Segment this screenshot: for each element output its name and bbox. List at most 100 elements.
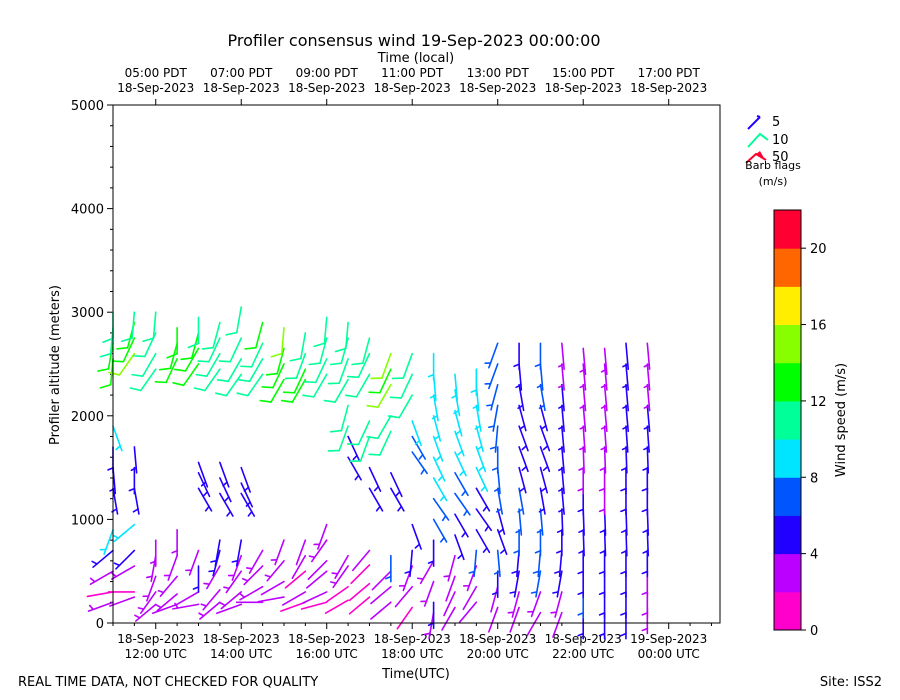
barb-half-feather	[174, 602, 179, 609]
barb-full-feather	[334, 347, 347, 353]
barb-full-feather	[280, 399, 294, 403]
barb-half-feather	[579, 446, 586, 451]
wind-barb	[193, 368, 221, 392]
y-tick-label: 4000	[71, 203, 104, 218]
barb-full-feather	[323, 399, 336, 403]
barb-legend: 5 10 50 Barb flags (m/s)	[745, 115, 801, 188]
wind-barb	[558, 342, 565, 370]
barb-half-feather	[373, 485, 380, 492]
wind-barb	[411, 451, 428, 475]
top-tick-date: 18-Sep-2023	[288, 81, 365, 95]
barb-staff	[270, 378, 285, 403]
barb-half-feather	[451, 394, 458, 399]
top-tick-date: 18-Sep-2023	[117, 81, 194, 95]
barb-half-feather	[519, 487, 526, 492]
wind-barb	[109, 596, 136, 607]
wind-barb	[454, 534, 465, 561]
wind-barb	[509, 570, 520, 598]
barb-half-feather	[231, 560, 239, 563]
y-tick-label: 5000	[71, 99, 104, 114]
barb-half-feather	[620, 612, 627, 616]
barb-staff	[402, 352, 414, 379]
barb-half-feather	[598, 591, 606, 596]
colorbar-bin	[774, 439, 801, 478]
barb-staff	[302, 591, 328, 604]
barb-half-feather	[128, 487, 136, 492]
wind-barb	[643, 404, 651, 433]
barb-staff	[345, 321, 349, 350]
barb-half-feather	[622, 384, 629, 389]
wind-barb	[192, 565, 200, 593]
barb-full-feather	[387, 415, 401, 419]
barb-staff	[291, 378, 307, 403]
barb-half-feather	[558, 487, 565, 492]
wind-barb	[326, 585, 349, 603]
wind-barb	[300, 601, 328, 610]
barb-half-feather	[579, 384, 586, 389]
wind-barb	[643, 342, 651, 370]
wind-barb	[432, 456, 446, 482]
wind-barb	[240, 342, 264, 368]
wind-barb	[558, 425, 565, 453]
colorbar-ticks: 0 4 8 12 16 20	[801, 242, 827, 639]
wind-barb	[113, 549, 136, 570]
wind-barb	[552, 570, 563, 598]
barb-half-feather	[416, 577, 424, 580]
wind-barb	[350, 564, 371, 585]
wind-barb	[622, 383, 630, 412]
wind-barb	[534, 342, 542, 371]
barb-full-feather	[154, 380, 167, 384]
wind-barb	[348, 582, 371, 602]
barb-half-feather	[243, 486, 250, 492]
barb-half-feather	[461, 490, 467, 496]
wind-barb	[530, 570, 542, 598]
wind-barb	[539, 446, 551, 473]
wind-barb	[197, 461, 209, 488]
barb-half-feather	[88, 604, 95, 611]
wind-barb	[307, 560, 328, 581]
top-tick-time: 09:00 PDT	[296, 66, 359, 80]
legend-50-label: 50	[772, 150, 789, 165]
colorbar-tick-label: 4	[810, 548, 818, 563]
barb-full-feather	[313, 342, 326, 348]
wind-barb	[215, 373, 243, 397]
barb-full-feather	[345, 394, 358, 398]
x-tick-date: 18-Sep-2023	[374, 632, 451, 646]
barb-half-feather	[620, 632, 627, 637]
barb-half-feather	[443, 575, 451, 578]
wind-barb	[198, 601, 221, 620]
wind-barb	[432, 518, 448, 543]
wind-barb	[558, 404, 565, 433]
barb-half-feather	[599, 529, 607, 534]
barb-staff	[370, 585, 392, 605]
wind-barb	[539, 404, 548, 432]
wind-barb	[432, 477, 448, 502]
barb-full-feather	[329, 429, 343, 433]
wind-barb	[302, 591, 328, 604]
barb-half-feather	[558, 467, 565, 472]
barb-half-feather	[457, 450, 463, 456]
wind-barb	[99, 528, 114, 555]
wind-barb	[265, 347, 285, 376]
barb-half-feather	[622, 404, 629, 409]
barb-full-feather	[116, 346, 129, 350]
barb-staff	[326, 585, 349, 603]
barb-full-feather	[289, 357, 302, 362]
barb-half-feather	[642, 529, 649, 534]
wind-barb	[175, 591, 200, 606]
wind-barb	[641, 466, 649, 495]
barb-full-feather	[265, 372, 279, 376]
colorbar-bin	[774, 477, 801, 516]
barb-half-feather	[224, 496, 230, 502]
barb-staff	[350, 564, 371, 585]
wind-barb	[427, 601, 435, 630]
barb-half-feather	[198, 612, 205, 617]
barb-full-feather	[259, 399, 272, 403]
barb-half-feather	[247, 510, 253, 517]
barb-half-feather	[620, 591, 627, 596]
barb-staff	[300, 332, 307, 360]
barb-staff	[300, 601, 328, 610]
x-axis-label: Time(UTC)	[381, 667, 450, 682]
wind-barb	[394, 585, 414, 608]
